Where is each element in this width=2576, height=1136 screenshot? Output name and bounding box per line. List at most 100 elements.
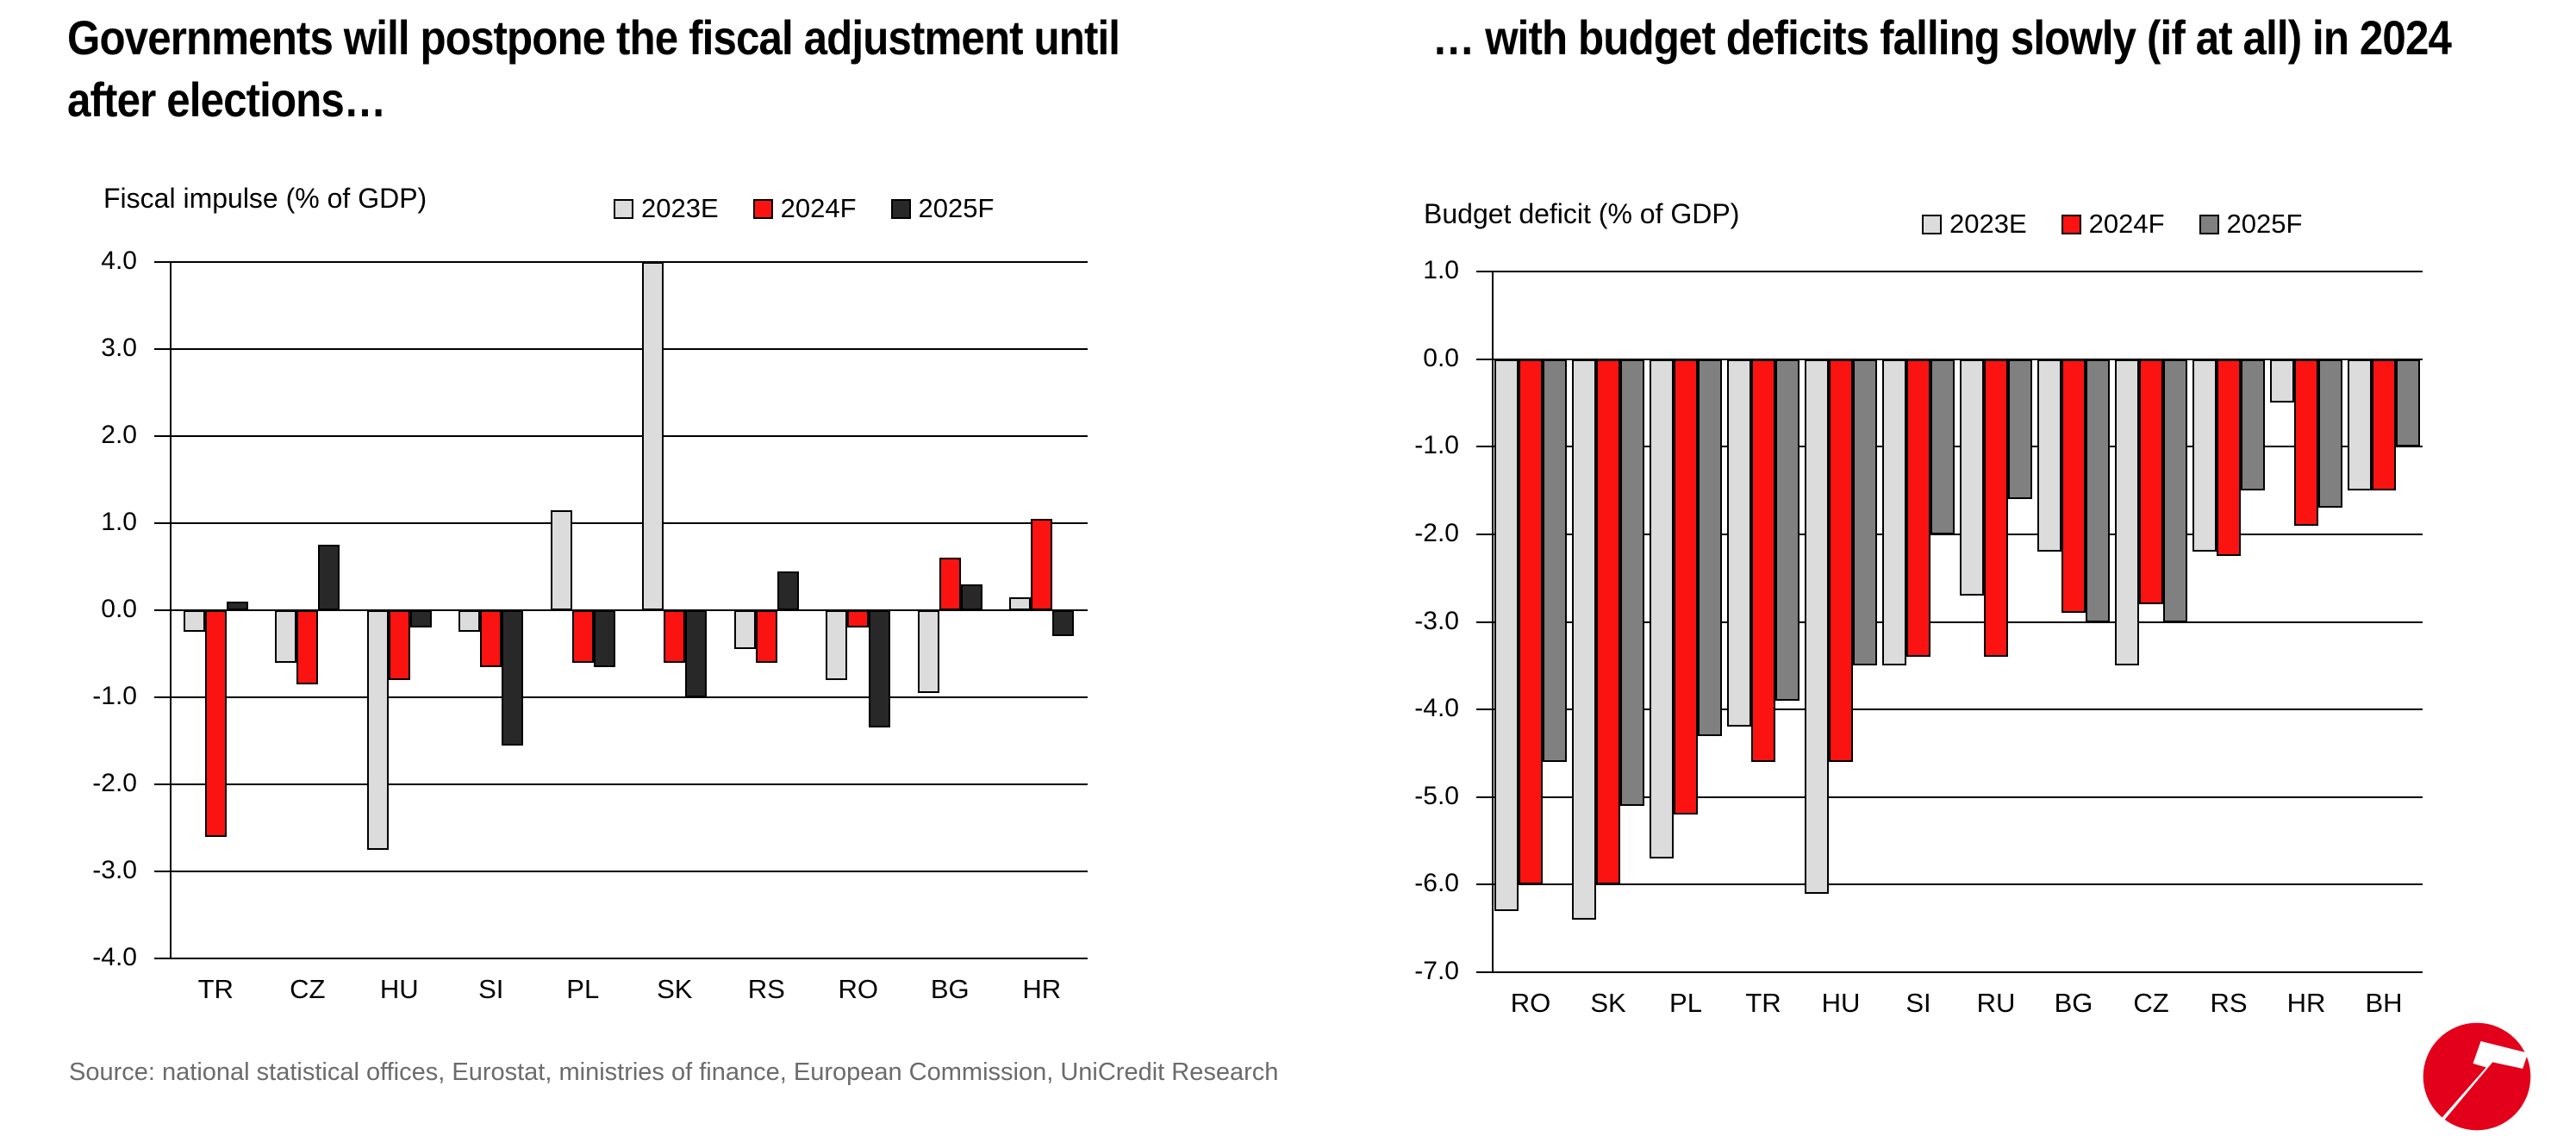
bar-RS-2023E — [2192, 359, 2217, 552]
gridline-4.0 — [154, 261, 1088, 263]
y-tick-label--1.0: -1.0 — [1414, 431, 1459, 460]
y-tick-label-4.0: 4.0 — [101, 247, 137, 275]
left-chart-axis-title: Fiscal impulse (% of GDP) — [103, 183, 427, 214]
x-tick-label-TR: TR — [197, 974, 234, 1004]
y-tick-label-1.0: 1.0 — [1423, 256, 1459, 284]
x-tick-label-RO: RO — [1510, 988, 1551, 1018]
legend-item-2023E: 2023E — [614, 193, 719, 224]
bar-PL-2025F — [593, 610, 615, 667]
source-note: Source: national statistical offices, Eu… — [69, 1058, 1279, 1086]
bar-RO-2024F — [847, 610, 870, 628]
y-tick-label-3.0: 3.0 — [101, 334, 137, 362]
bar-BH-2023E — [2348, 359, 2372, 491]
gridline--4.0 — [1476, 708, 2423, 711]
y-tick-label-1.0: 1.0 — [101, 508, 137, 536]
y-tick-label--2.0: -2.0 — [1414, 518, 1459, 547]
right-chart-axis-title: Budget deficit (% of GDP) — [1424, 198, 1740, 229]
x-tick-label-RS: RS — [747, 974, 785, 1004]
y-tick-label-2.0: 2.0 — [101, 421, 137, 449]
bar-HU-2025F — [1853, 359, 1877, 666]
x-tick-label-CZ: CZ — [2133, 988, 2169, 1018]
legend-swatch-icon-2025F — [2199, 214, 2219, 234]
bar-SK-2023E — [1572, 359, 1596, 921]
bar-TR-2025F — [226, 601, 248, 610]
y-tick-label--2.0: -2.0 — [92, 769, 137, 797]
bar-SK-2024F — [664, 610, 686, 663]
bar-TR-2024F — [204, 610, 227, 837]
gridline--1.0 — [154, 696, 1088, 698]
legend-item-2025F: 2025F — [890, 193, 994, 224]
bar-RU-2024F — [1984, 359, 2008, 658]
x-tick-label-HR: HR — [2286, 988, 2326, 1018]
legend-label-2023E: 2023E — [1949, 209, 2027, 239]
left-chart-legend: 2023E 2024F 2025F — [614, 193, 994, 224]
bar-BG-2025F — [2086, 359, 2110, 622]
bar-TR-2023E — [1727, 359, 1751, 727]
legend-label-2023E: 2023E — [641, 193, 719, 223]
y-tick-label-0.0: 0.0 — [1423, 343, 1459, 372]
gridline--2.0 — [154, 783, 1088, 785]
y-tick-label-0.0: 0.0 — [101, 595, 137, 623]
legend-swatch-icon-2023E — [1922, 214, 1942, 234]
gridline--3.0 — [154, 871, 1088, 872]
bar-RU-2023E — [1960, 359, 1984, 596]
bar-HU-2023E — [366, 610, 389, 850]
x-tick-label-RO: RO — [838, 974, 879, 1004]
bar-HU-2023E — [1805, 359, 1829, 894]
bar-CZ-2025F — [2163, 359, 2187, 622]
gridline-1.0 — [1476, 271, 2423, 272]
y-tick-label--3.0: -3.0 — [92, 856, 137, 884]
legend-swatch-icon-2024F — [2061, 214, 2081, 234]
left-chart-plot-area: 4.0 3.0 2.0 1.0 0.0 -1.0 -2.0 -3.0 -4.0 TR CZ HU SI P… — [92, 247, 1088, 1004]
bar-CZ-2023E — [2115, 359, 2139, 666]
bar-RU-2025F — [2008, 359, 2032, 500]
bar-RS-2024F — [755, 610, 777, 663]
bar-HR-2024F — [2294, 359, 2318, 526]
bar-SI-2025F — [1930, 359, 1955, 534]
right-chart-title: … with budget deficits falling slowly (i… — [1432, 10, 2452, 65]
y-tick-label--5.0: -5.0 — [1414, 781, 1459, 810]
bar-HR-2023E — [1009, 596, 1032, 610]
bar-BG-2024F — [2061, 359, 2086, 614]
gridline--7.0 — [1476, 971, 2423, 973]
bar-CZ-2024F — [2139, 359, 2163, 605]
bar-RS-2025F — [2241, 359, 2265, 491]
legend-label-2025F: 2025F — [2226, 209, 2303, 239]
bar-RO-2023E — [1494, 359, 1519, 911]
bar-SK-2024F — [1596, 359, 1620, 885]
bar-HU-2024F — [388, 610, 410, 680]
bar-CZ-2025F — [318, 545, 340, 610]
legend-item-2025F: 2025F — [2199, 209, 2303, 240]
logo-arrow-icon — [2429, 1041, 2529, 1132]
x-tick-label-RU: RU — [1976, 988, 2016, 1018]
bar-SI-2023E — [1882, 359, 1906, 666]
bar-SK-2023E — [642, 262, 664, 610]
right-chart-legend: 2023E 2024F 2025F — [1922, 209, 2302, 240]
bar-HR-2025F — [1052, 610, 1075, 637]
bar-BH-2024F — [2372, 359, 2396, 491]
bar-SI-2024F — [1906, 359, 1930, 658]
bar-PL-2023E — [1650, 359, 1674, 858]
bar-RS-2023E — [733, 610, 756, 650]
gridline-2.0 — [154, 435, 1088, 437]
bar-TR-2024F — [1751, 359, 1775, 763]
x-tick-label-RS: RS — [2210, 988, 2248, 1018]
bar-RO-2023E — [826, 610, 848, 680]
x-tick-label-BG: BG — [2054, 988, 2093, 1018]
bar-SK-2025F — [1620, 359, 1644, 806]
gridline-1.0 — [154, 522, 1088, 524]
gridline-0.0 — [154, 609, 1088, 611]
bar-HU-2024F — [1829, 359, 1853, 763]
bar-RO-2024F — [1519, 359, 1543, 885]
right-chart-plot-area: 1.0 0.0 -1.0 -2.0 -3.0 -4.0 -5.0 -6.0 -7.0 RO SK PL… — [1414, 256, 2423, 1018]
y-tick-label--4.0: -4.0 — [1414, 694, 1459, 723]
bar-BG-2025F — [960, 584, 982, 610]
x-tick-label-SK: SK — [1590, 988, 1626, 1018]
bar-RS-2025F — [777, 571, 799, 610]
bar-RS-2024F — [2217, 359, 2241, 557]
y-axis-line — [170, 262, 172, 958]
legend-item-2024F: 2024F — [2061, 209, 2165, 240]
bar-CZ-2023E — [275, 610, 297, 663]
x-tick-label-HU: HU — [379, 974, 419, 1004]
